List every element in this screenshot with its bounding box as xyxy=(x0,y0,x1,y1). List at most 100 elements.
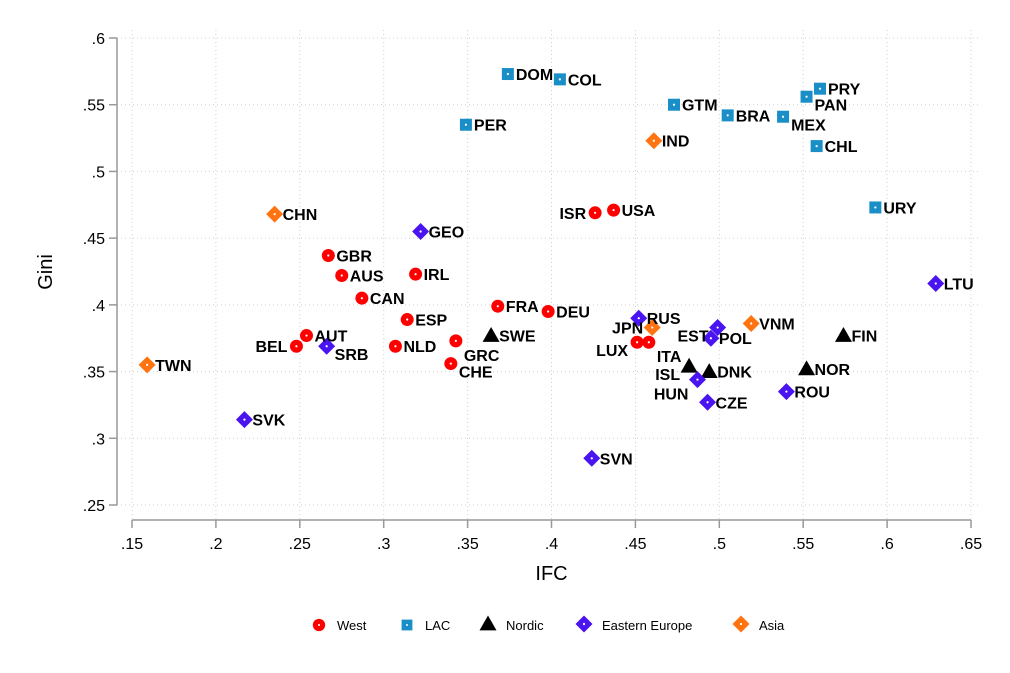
marker-center-dot xyxy=(419,230,422,233)
marker-center-dot xyxy=(818,87,822,90)
point-label: URY xyxy=(883,200,917,217)
marker-center-dot xyxy=(454,339,457,342)
data-points xyxy=(138,68,945,467)
point-label: FRA xyxy=(506,299,539,316)
y-tick-label: .6 xyxy=(92,31,105,48)
point-label: USA xyxy=(622,203,656,220)
marker-center-dot xyxy=(273,213,276,216)
point-label: IND xyxy=(662,134,690,151)
marker-center-dot xyxy=(652,139,655,142)
x-tick-label: .15 xyxy=(121,536,143,553)
data-point-dom xyxy=(501,68,514,81)
marker-center-dot xyxy=(295,345,298,348)
data-point-isl xyxy=(680,357,698,373)
data-point-rus xyxy=(630,309,648,327)
point-label: PRY xyxy=(828,82,861,99)
x-tick-label: .6 xyxy=(880,536,893,553)
x-tick-label: .55 xyxy=(792,536,814,553)
y-tick-label: .25 xyxy=(83,498,105,515)
data-point-jpn xyxy=(643,319,661,337)
marker-center-dot xyxy=(647,341,650,344)
point-label: BRA xyxy=(736,108,771,125)
data-point-nld xyxy=(388,339,402,353)
marker-center-dot xyxy=(635,341,639,344)
marker-center-dot xyxy=(594,211,597,214)
point-label: SVK xyxy=(252,413,285,430)
marker-center-dot xyxy=(406,624,408,626)
point-label: POL xyxy=(719,331,752,348)
triangle-marker xyxy=(482,327,500,342)
point-label: COL xyxy=(568,72,602,89)
x-tick-label: .35 xyxy=(456,536,478,553)
marker-center-dot xyxy=(781,115,785,118)
x-tick-label: .65 xyxy=(960,536,982,553)
gridlines xyxy=(117,30,979,520)
marker-center-dot xyxy=(394,345,397,348)
point-label: GBR xyxy=(336,248,372,265)
axes: .15 .2 .25 .3 .35 .4 .45 .5 .55 .6 .65 .25 .3 .35 .4 .4… xyxy=(83,31,982,553)
series-asia xyxy=(138,132,760,374)
series-nordic xyxy=(482,327,852,378)
point-label: HUN xyxy=(654,387,689,404)
point-label: PER xyxy=(474,118,507,135)
data-point-vnm xyxy=(742,315,760,333)
point-label: CHE xyxy=(459,365,493,382)
y-tick-label: .35 xyxy=(83,365,105,382)
y-tick-label: .5 xyxy=(92,164,105,181)
data-point-svk xyxy=(235,411,253,429)
marker-center-dot xyxy=(785,390,788,393)
point-label: CZE xyxy=(716,395,748,412)
data-point-ita xyxy=(642,335,656,349)
marker-center-dot xyxy=(805,95,808,98)
marker-center-dot xyxy=(325,345,328,348)
data-point-gtm xyxy=(667,98,680,111)
point-label: BEL xyxy=(255,339,287,356)
data-point-twn xyxy=(138,356,156,374)
legend-item-west: West xyxy=(312,618,367,633)
series-lac xyxy=(459,68,882,214)
point-label: GEO xyxy=(429,224,465,241)
marker-center-dot xyxy=(750,322,753,325)
marker-center-dot xyxy=(651,326,654,329)
data-point-mex xyxy=(777,110,790,123)
marker-center-dot xyxy=(726,114,729,117)
point-label: SWE xyxy=(499,329,536,346)
point-label: CHN xyxy=(283,207,318,224)
marker-center-dot xyxy=(716,326,719,329)
point-label: DEU xyxy=(556,305,590,322)
x-tick-label: .3 xyxy=(377,536,390,553)
legend-item-eastern-europe: Eastern Europe xyxy=(575,615,692,633)
marker-center-dot xyxy=(696,378,699,381)
y-axis-title: Gini xyxy=(35,254,57,290)
marker-center-dot xyxy=(406,318,409,321)
point-label: ISL xyxy=(655,367,680,384)
y-tick-label: .4 xyxy=(92,298,105,315)
legend-label: West xyxy=(337,618,367,633)
marker-center-dot xyxy=(340,274,343,277)
marker-center-dot xyxy=(672,103,676,106)
data-point-ury xyxy=(869,201,882,214)
y-tick-label: .45 xyxy=(83,231,105,248)
marker-center-dot xyxy=(874,206,877,209)
point-label: RUS xyxy=(647,311,681,328)
marker-center-dot xyxy=(547,310,550,313)
data-point-svn xyxy=(583,449,601,467)
data-point-per xyxy=(459,118,472,131)
marker-center-dot xyxy=(414,273,417,276)
data-point-deu xyxy=(541,305,555,319)
data-point-grc xyxy=(449,334,463,348)
marker-center-dot xyxy=(709,337,713,340)
series-west xyxy=(289,203,656,371)
marker-center-dot xyxy=(582,622,586,626)
marker-center-dot xyxy=(558,78,561,81)
data-point-isr xyxy=(588,206,602,220)
triangle-marker xyxy=(834,327,852,342)
data-point-aut xyxy=(300,329,314,343)
data-point-gbr xyxy=(321,248,335,262)
data-point-pry xyxy=(813,82,826,95)
point-label: SRB xyxy=(335,347,369,364)
data-point-cze xyxy=(699,393,717,411)
point-label: DNK xyxy=(717,365,752,382)
data-point-esp xyxy=(400,313,414,327)
